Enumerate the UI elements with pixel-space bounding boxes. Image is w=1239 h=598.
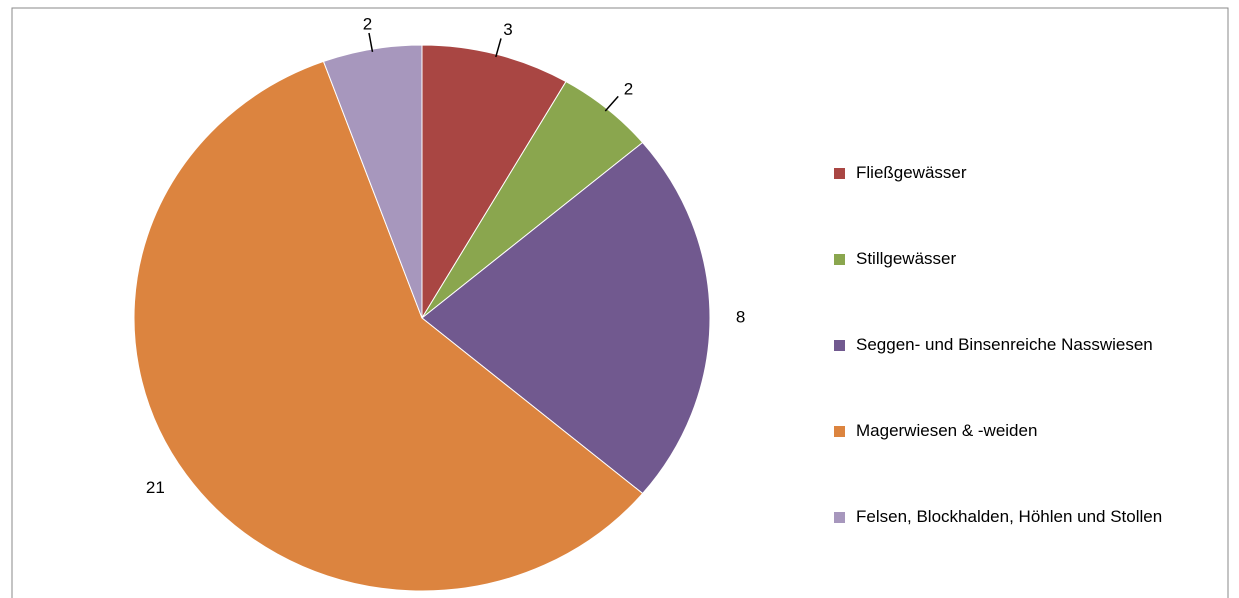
legend-swatch [834,254,845,265]
legend-label: Magerwiesen & -weiden [856,421,1038,440]
pie-slice [421,141,711,495]
legend-swatch [834,512,845,523]
legend-swatch [834,340,845,351]
legend-label: Stillgewässer [856,249,957,268]
legend-item: Magerwiesen & -weiden [834,418,1229,504]
data-label: 2 [624,80,633,99]
data-label: 21 [146,478,165,497]
legend-item: Stillgewässer [834,246,1229,332]
chart-frame [11,7,1229,598]
legend-label: Seggen- und Binsenreiche Nasswiesen [856,335,1153,354]
legend-item: Fließgewässer [834,160,1229,246]
legend-label: Felsen, Blockhalden, Höhlen und Stollen [856,507,1163,526]
legend-item: Felsen, Blockhalden, Höhlen und Stollen [834,504,1229,590]
legend-label: Fließgewässer [856,163,967,182]
legend-swatch [834,168,845,179]
data-label: 2 [363,14,372,33]
pie-slice [133,60,644,592]
leader-line [368,32,374,52]
data-label: 3 [503,20,512,39]
data-label: 8 [736,307,745,326]
leader-line [495,38,502,58]
legend-swatch [834,426,845,437]
legend-item: Seggen- und Binsenreiche Nasswiesen [834,332,1229,418]
legend: Fließgewässer Stillgewässer Seggen- und Bi… [834,160,1229,590]
leader-line [604,95,619,112]
